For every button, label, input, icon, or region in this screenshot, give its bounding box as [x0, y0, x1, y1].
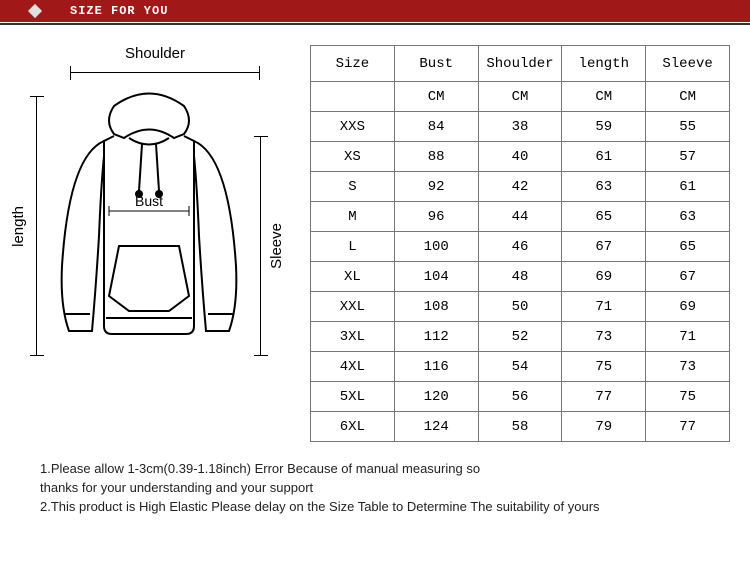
table-cell: XXL [311, 292, 395, 322]
table-cell: 63 [646, 202, 730, 232]
col-sleeve: Sleeve [646, 46, 730, 82]
table-cell: 92 [394, 172, 478, 202]
col-size: Size [311, 46, 395, 82]
table-cell: 38 [478, 112, 562, 142]
table-cell: 48 [478, 262, 562, 292]
table-row: M96446563 [311, 202, 730, 232]
table-cell: 44 [478, 202, 562, 232]
table-cell: 84 [394, 112, 478, 142]
sleeve-label: Sleeve [268, 223, 288, 269]
bust-label: Bust [135, 193, 163, 209]
table-row: 5XL120567775 [311, 382, 730, 412]
table-cell: 59 [562, 112, 646, 142]
table-cell: 3XL [311, 322, 395, 352]
table-cell: 100 [394, 232, 478, 262]
table-cell: 65 [646, 232, 730, 262]
table-cell: 69 [646, 292, 730, 322]
note-line: 2.This product is High Elastic Please de… [40, 498, 710, 517]
table-cell: 67 [646, 262, 730, 292]
table-unit-row: CMCMCMCM [311, 82, 730, 112]
table-cell: 4XL [311, 352, 395, 382]
col-shoulder: Shoulder [478, 46, 562, 82]
table-row: 4XL116547573 [311, 352, 730, 382]
table-cell: XS [311, 142, 395, 172]
table-cell [311, 82, 395, 112]
table-cell: 56 [478, 382, 562, 412]
table-cell: 46 [478, 232, 562, 262]
table-cell: 116 [394, 352, 478, 382]
garment-diagram: Shoulder length [10, 45, 300, 442]
table-cell: 55 [646, 112, 730, 142]
shoulder-label: Shoulder [10, 45, 300, 62]
table-cell: S [311, 172, 395, 202]
length-label: length [10, 206, 30, 247]
table-cell: 75 [646, 382, 730, 412]
sleeve-measure-arrow [254, 136, 268, 356]
table-cell: L [311, 232, 395, 262]
table-cell: 96 [394, 202, 478, 232]
table-cell: 6XL [311, 412, 395, 442]
table-cell: 58 [478, 412, 562, 442]
hoodie-icon: Bust [44, 86, 254, 366]
table-row: XXL108507169 [311, 292, 730, 322]
table-cell: 65 [562, 202, 646, 232]
table-row: 6XL124587977 [311, 412, 730, 442]
table-cell: 108 [394, 292, 478, 322]
table-cell: 5XL [311, 382, 395, 412]
table-cell: 71 [646, 322, 730, 352]
table-cell: 57 [646, 142, 730, 172]
header-band: SIZE FOR YOU [0, 0, 750, 22]
table-row: 3XL112527371 [311, 322, 730, 352]
table-cell: 61 [646, 172, 730, 202]
note-line: thanks for your understanding and your s… [40, 479, 710, 498]
col-length: length [562, 46, 646, 82]
notes-block: 1.Please allow 1-3cm(0.39-1.18inch) Erro… [0, 442, 750, 517]
note-line: 1.Please allow 1-3cm(0.39-1.18inch) Erro… [40, 460, 710, 479]
table-cell: M [311, 202, 395, 232]
header-title: SIZE FOR YOU [70, 4, 168, 18]
header-ornament-icon [28, 4, 42, 18]
table-row: XXS84385955 [311, 112, 730, 142]
table-cell: 50 [478, 292, 562, 322]
table-cell: 77 [646, 412, 730, 442]
table-cell: 52 [478, 322, 562, 352]
table-cell: 67 [562, 232, 646, 262]
table-row: L100466765 [311, 232, 730, 262]
table-cell: 112 [394, 322, 478, 352]
table-cell: 63 [562, 172, 646, 202]
table-cell: 120 [394, 382, 478, 412]
table-cell: CM [646, 82, 730, 112]
table-cell: 88 [394, 142, 478, 172]
table-cell: 54 [478, 352, 562, 382]
table-row: XS88406157 [311, 142, 730, 172]
table-row: S92426361 [311, 172, 730, 202]
table-cell: 42 [478, 172, 562, 202]
table-cell: 75 [562, 352, 646, 382]
table-cell: 79 [562, 412, 646, 442]
table-cell: 77 [562, 382, 646, 412]
shoulder-measure-arrow [70, 66, 260, 80]
content-area: Shoulder length [0, 25, 750, 442]
table-cell: XL [311, 262, 395, 292]
table-cell: 61 [562, 142, 646, 172]
table-row: XL104486967 [311, 262, 730, 292]
length-measure-arrow [30, 96, 44, 356]
table-cell: 73 [562, 322, 646, 352]
table-cell: 69 [562, 262, 646, 292]
col-bust: Bust [394, 46, 478, 82]
table-cell: 40 [478, 142, 562, 172]
table-cell: 73 [646, 352, 730, 382]
table-cell: CM [562, 82, 646, 112]
table-cell: XXS [311, 112, 395, 142]
table-cell: CM [394, 82, 478, 112]
size-table: Size Bust Shoulder length Sleeve CMCMCMC… [310, 45, 730, 442]
table-header-row: Size Bust Shoulder length Sleeve [311, 46, 730, 82]
table-cell: 71 [562, 292, 646, 322]
table-cell: 104 [394, 262, 478, 292]
table-cell: 124 [394, 412, 478, 442]
table-cell: CM [478, 82, 562, 112]
